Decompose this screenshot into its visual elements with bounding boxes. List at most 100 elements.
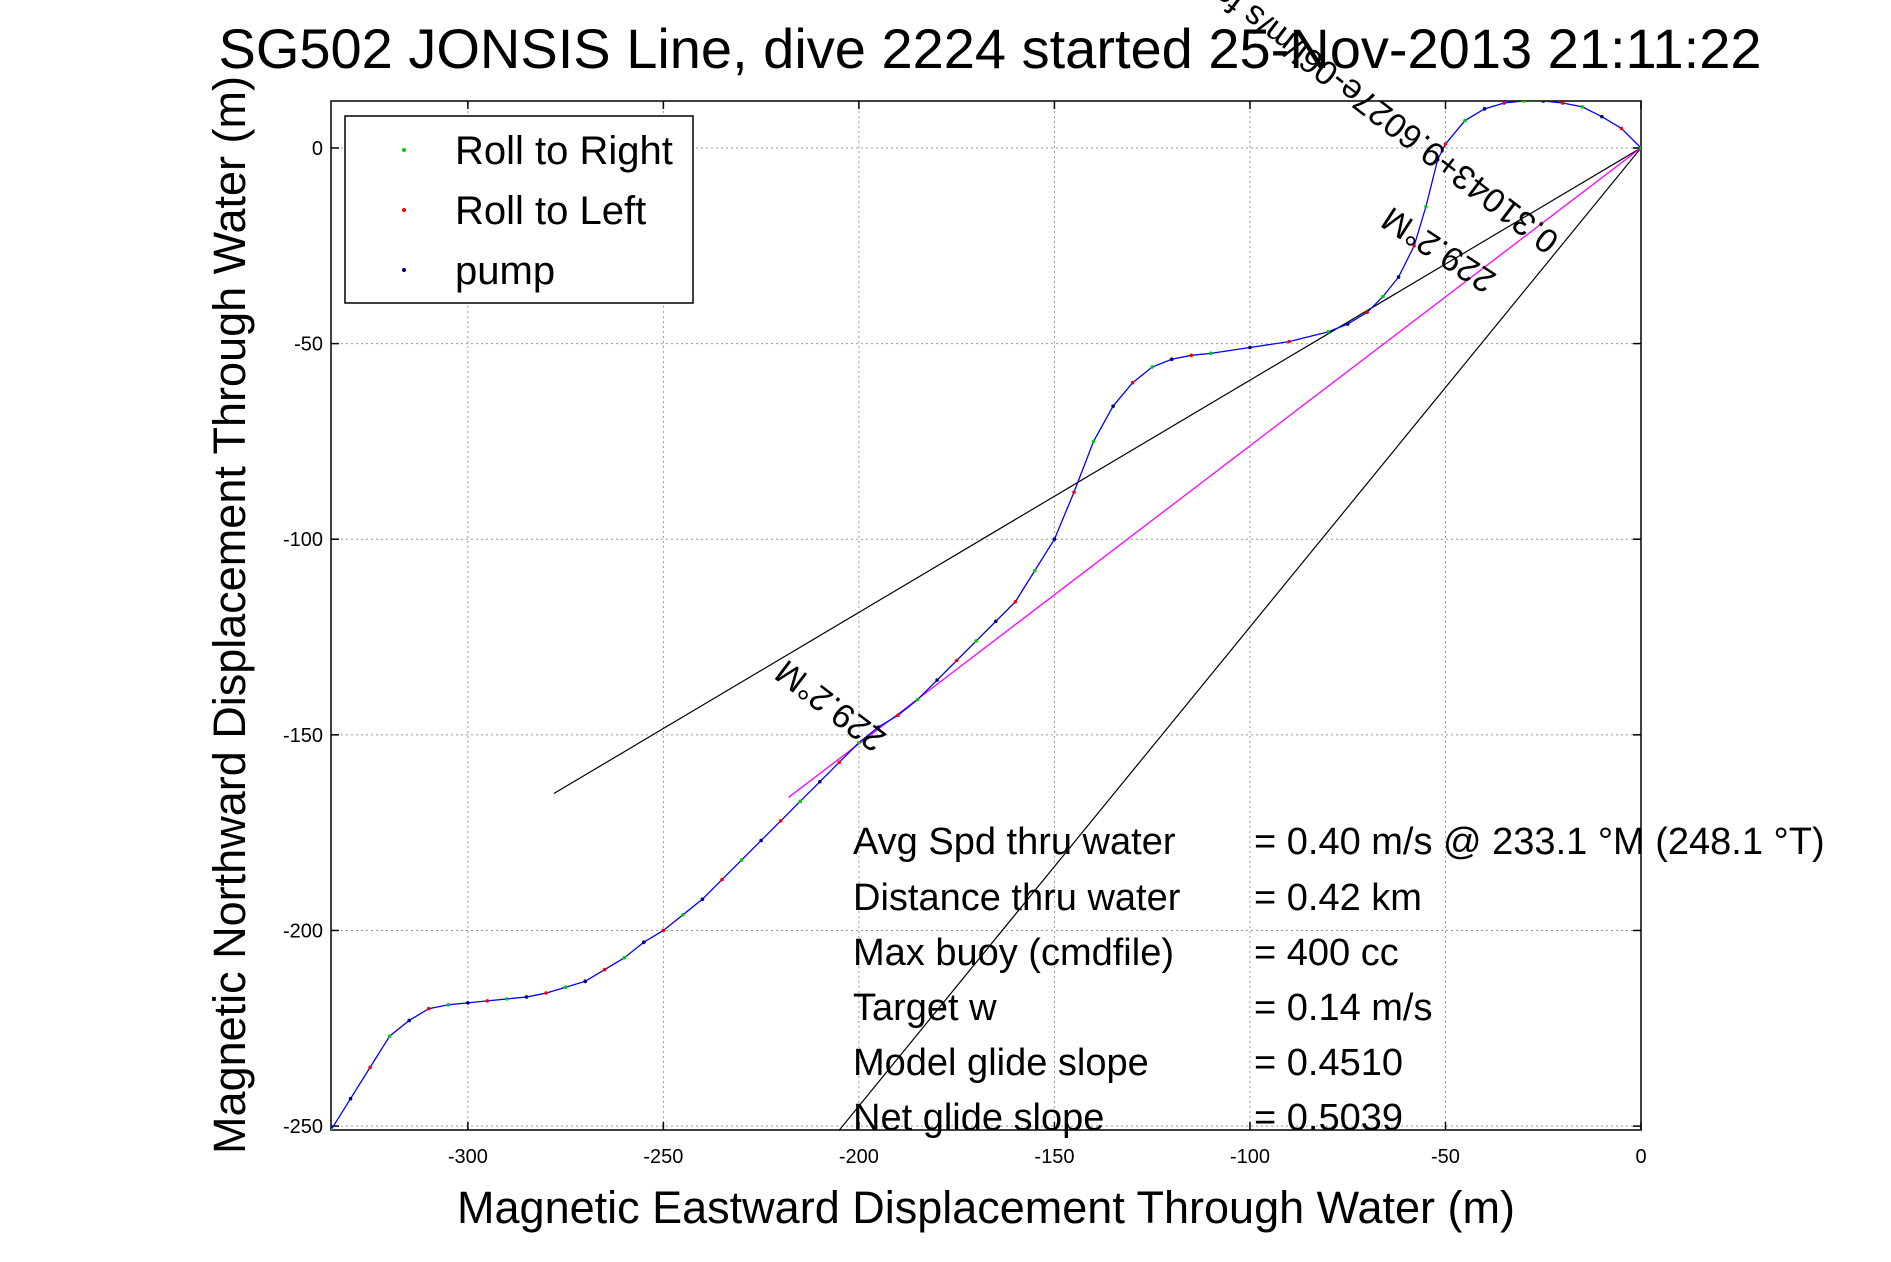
track-point bbox=[407, 1018, 412, 1023]
track-point bbox=[1169, 357, 1174, 362]
x-tick-label: -200 bbox=[839, 1146, 879, 1168]
track-point bbox=[1560, 101, 1565, 105]
stat-label-model-glide: Model glide slope bbox=[853, 1042, 1149, 1084]
track-point bbox=[1619, 126, 1624, 131]
track-point bbox=[1150, 365, 1154, 369]
track-point bbox=[331, 1128, 333, 1130]
x-tick-label: -250 bbox=[643, 1146, 683, 1168]
track-point bbox=[544, 991, 548, 995]
track-point bbox=[1345, 322, 1350, 326]
y-axis-label: Magnetic Northward Displacement Through … bbox=[204, 76, 255, 1154]
track-point bbox=[915, 697, 920, 702]
course-label-lower: 229.2°M bbox=[769, 652, 893, 759]
rotated-annotations: 229.2°M 229.2°M 0.31043+9.6027e-06l/m/s … bbox=[744, 0, 1566, 759]
track-point bbox=[1580, 105, 1585, 109]
track-point bbox=[1600, 114, 1604, 119]
track-point bbox=[1502, 101, 1506, 105]
track-point bbox=[700, 897, 705, 901]
x-axis-ticks: -300 -250 -200 -150 -100 -50 0 bbox=[448, 101, 1647, 1168]
heading-line bbox=[838, 147, 1641, 1130]
track-point bbox=[778, 819, 783, 823]
track-point bbox=[681, 913, 685, 917]
track-point bbox=[896, 713, 900, 718]
track-point bbox=[1396, 275, 1401, 279]
y-tick-label: -50 bbox=[294, 334, 323, 356]
stat-value-max-buoy: = 400 cc bbox=[1254, 932, 1399, 974]
legend: Roll to Right Roll to Left pump bbox=[344, 115, 694, 304]
track-point bbox=[818, 779, 822, 784]
stat-label-max-buoy: Max buoy (cmdfile) bbox=[853, 932, 1174, 974]
chart-title: SG502 JONSIS Line, dive 2224 started 25-… bbox=[218, 17, 1761, 80]
track-point bbox=[1424, 204, 1428, 209]
y-tick-label: -150 bbox=[283, 725, 323, 747]
x-tick-label: -50 bbox=[1431, 1146, 1460, 1168]
track-point bbox=[426, 1006, 431, 1011]
track-point bbox=[1443, 142, 1448, 146]
track-point bbox=[1463, 118, 1467, 123]
plot-frame bbox=[330, 100, 1642, 1131]
heading-lines bbox=[553, 147, 1641, 1130]
track-point bbox=[563, 985, 568, 989]
track-point bbox=[348, 1096, 353, 1101]
track-point bbox=[1435, 157, 1440, 162]
stat-label-net-glide: Net glide slope bbox=[853, 1097, 1104, 1139]
track-point bbox=[837, 760, 842, 765]
legend-label-pump: pump bbox=[455, 249, 555, 293]
track-point bbox=[876, 725, 881, 729]
stat-value-model-glide: = 0.4510 bbox=[1254, 1042, 1403, 1084]
y-axis-ticks: 0 -50 -100 -150 -200 -250 bbox=[283, 138, 1641, 1138]
heading-line bbox=[553, 147, 1641, 795]
stat-value-avg-speed: = 0.40 m/s @ 233.1 °M (248.1 °T) bbox=[1254, 821, 1825, 863]
y-tick-label: -250 bbox=[283, 1116, 323, 1138]
x-tick-label: -150 bbox=[1034, 1146, 1074, 1168]
track-point bbox=[857, 740, 861, 745]
track-point bbox=[1412, 243, 1416, 248]
track-point bbox=[1013, 600, 1018, 604]
track-point bbox=[1381, 294, 1385, 299]
stats-block: Avg Spd thru water = 0.40 m/s @ 233.1 °M… bbox=[853, 821, 1825, 1139]
track-point bbox=[1248, 345, 1252, 350]
x-tick-label: 0 bbox=[1635, 1146, 1646, 1168]
x-tick-label: -100 bbox=[1230, 1146, 1270, 1168]
stat-value-distance: = 0.42 km bbox=[1254, 877, 1422, 919]
track-point bbox=[1111, 404, 1115, 408]
track-point bbox=[387, 1034, 392, 1038]
track-point bbox=[466, 1001, 470, 1005]
y-tick-label: 0 bbox=[312, 138, 323, 160]
track-point bbox=[1521, 101, 1526, 103]
track-point bbox=[1189, 353, 1194, 358]
track-point bbox=[1287, 339, 1291, 344]
track-point bbox=[974, 639, 979, 643]
track-point bbox=[798, 799, 803, 804]
track-point bbox=[1052, 537, 1057, 542]
track-point bbox=[935, 678, 939, 682]
stat-label-distance: Distance thru water bbox=[853, 877, 1181, 919]
track-point bbox=[1365, 310, 1370, 315]
track-point bbox=[368, 1065, 372, 1070]
y-tick-label: -200 bbox=[283, 920, 323, 942]
stat-value-target-w: = 0.14 m/s bbox=[1254, 987, 1432, 1029]
track-point bbox=[759, 838, 763, 843]
track-point bbox=[1033, 568, 1037, 573]
track-point bbox=[1130, 380, 1135, 385]
track-point bbox=[954, 658, 959, 663]
track-point bbox=[505, 997, 509, 1001]
track-point bbox=[1541, 101, 1546, 103]
track-markers bbox=[331, 101, 1641, 1130]
stat-label-avg-speed: Avg Spd thru water bbox=[853, 821, 1176, 863]
y-tick-label: -100 bbox=[283, 529, 323, 551]
x-tick-label: -300 bbox=[448, 1146, 488, 1168]
track-point bbox=[622, 956, 627, 960]
track-point bbox=[739, 858, 744, 862]
track-point bbox=[583, 979, 587, 984]
track-point bbox=[720, 877, 724, 882]
track-point bbox=[446, 1002, 451, 1007]
x-axis-label: Magnetic Eastward Displacement Through W… bbox=[457, 1182, 1515, 1233]
stat-label-target-w: Target w bbox=[853, 987, 997, 1029]
track-point bbox=[1072, 490, 1076, 495]
track-point bbox=[524, 995, 529, 999]
legend-label-roll-left: Roll to Left bbox=[455, 189, 646, 233]
plot-area bbox=[331, 101, 1641, 1130]
legend-marker-roll-left bbox=[402, 208, 406, 212]
net-course-line bbox=[788, 147, 1641, 798]
